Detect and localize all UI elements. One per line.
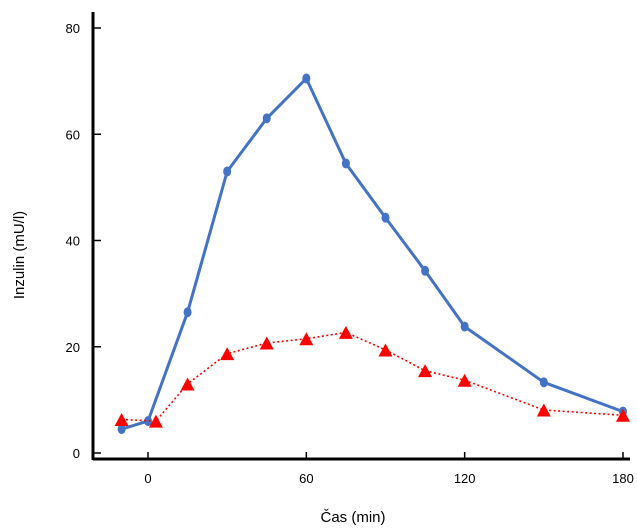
series-1 xyxy=(117,73,627,435)
x-tick-label: 0 xyxy=(144,471,151,486)
series-layer xyxy=(114,73,630,435)
data-point xyxy=(460,321,469,332)
data-point xyxy=(341,158,350,169)
data-point xyxy=(299,332,314,346)
data-point xyxy=(220,347,235,361)
data-point xyxy=(421,265,430,276)
data-point xyxy=(302,73,311,84)
y-tick-label: 20 xyxy=(66,340,80,355)
x-tick-label: 180 xyxy=(612,471,634,486)
data-point xyxy=(539,377,548,388)
x-tick-label: 60 xyxy=(299,471,313,486)
x-axis-title: Čas (min) xyxy=(320,509,385,526)
data-point xyxy=(117,424,126,435)
y-tick-label: 0 xyxy=(73,446,80,461)
data-point xyxy=(381,212,390,223)
y-tick-label: 80 xyxy=(66,21,80,36)
data-point xyxy=(223,166,232,177)
x-ticks: 0 60 120 180 xyxy=(144,452,634,486)
data-point xyxy=(259,336,274,350)
series-2-line xyxy=(121,331,624,422)
data-point xyxy=(114,413,129,427)
y-tick-label: 40 xyxy=(66,234,80,249)
series-2 xyxy=(114,325,630,428)
data-point xyxy=(183,307,192,318)
data-point xyxy=(148,414,163,428)
data-point xyxy=(338,325,353,339)
data-point xyxy=(262,113,271,124)
data-point xyxy=(378,343,393,357)
data-point xyxy=(536,403,551,417)
y-axis-title: Inzulin (mU/l) xyxy=(11,211,28,299)
x-tick-label: 120 xyxy=(454,471,476,486)
data-point xyxy=(457,373,472,387)
data-point xyxy=(180,377,195,391)
y-ticks: 0 20 40 60 80 xyxy=(66,21,101,461)
data-point xyxy=(616,408,630,422)
axes xyxy=(91,12,630,461)
series-1-line xyxy=(121,77,624,431)
y-tick-label: 60 xyxy=(66,127,80,142)
data-point xyxy=(144,416,152,427)
data-point xyxy=(418,364,433,378)
